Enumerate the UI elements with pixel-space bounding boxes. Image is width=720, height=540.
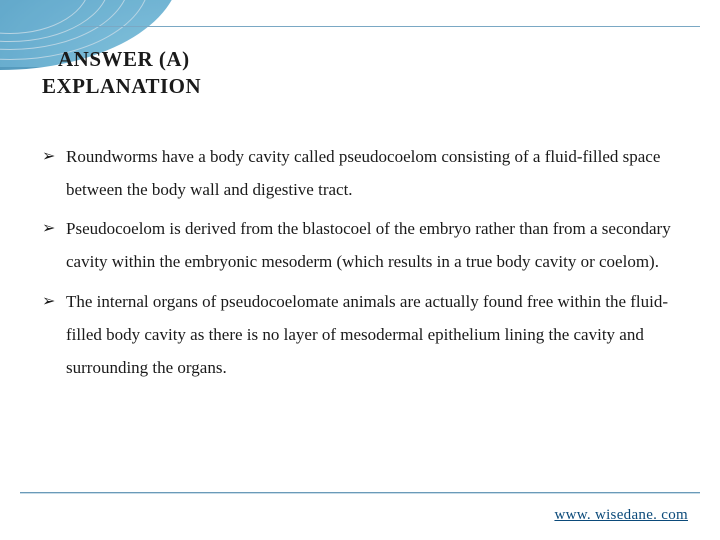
bullet-text: The internal organs of pseudocoelomate a… (66, 285, 678, 384)
top-divider (80, 26, 700, 27)
bullet-marker-icon: ➢ (42, 140, 66, 172)
list-item: ➢ The internal organs of pseudocoelomate… (42, 285, 678, 384)
answer-label: ANSWER (A) (58, 46, 201, 73)
footer-link[interactable]: www. wisedane. com (554, 507, 688, 524)
bullet-marker-icon: ➢ (42, 212, 66, 244)
bullet-text: Roundworms have a body cavity called pse… (66, 140, 678, 206)
list-item: ➢ Roundworms have a body cavity called p… (42, 140, 678, 206)
bottom-divider (20, 492, 700, 494)
list-item: ➢ Pseudocoelom is derived from the blast… (42, 212, 678, 278)
bullet-list: ➢ Roundworms have a body cavity called p… (42, 140, 678, 390)
explanation-label: EXPLANATION (42, 73, 201, 100)
bullet-marker-icon: ➢ (42, 285, 66, 317)
bullet-text: Pseudocoelom is derived from the blastoc… (66, 212, 678, 278)
slide-header: ANSWER (A) EXPLANATION (58, 46, 201, 101)
